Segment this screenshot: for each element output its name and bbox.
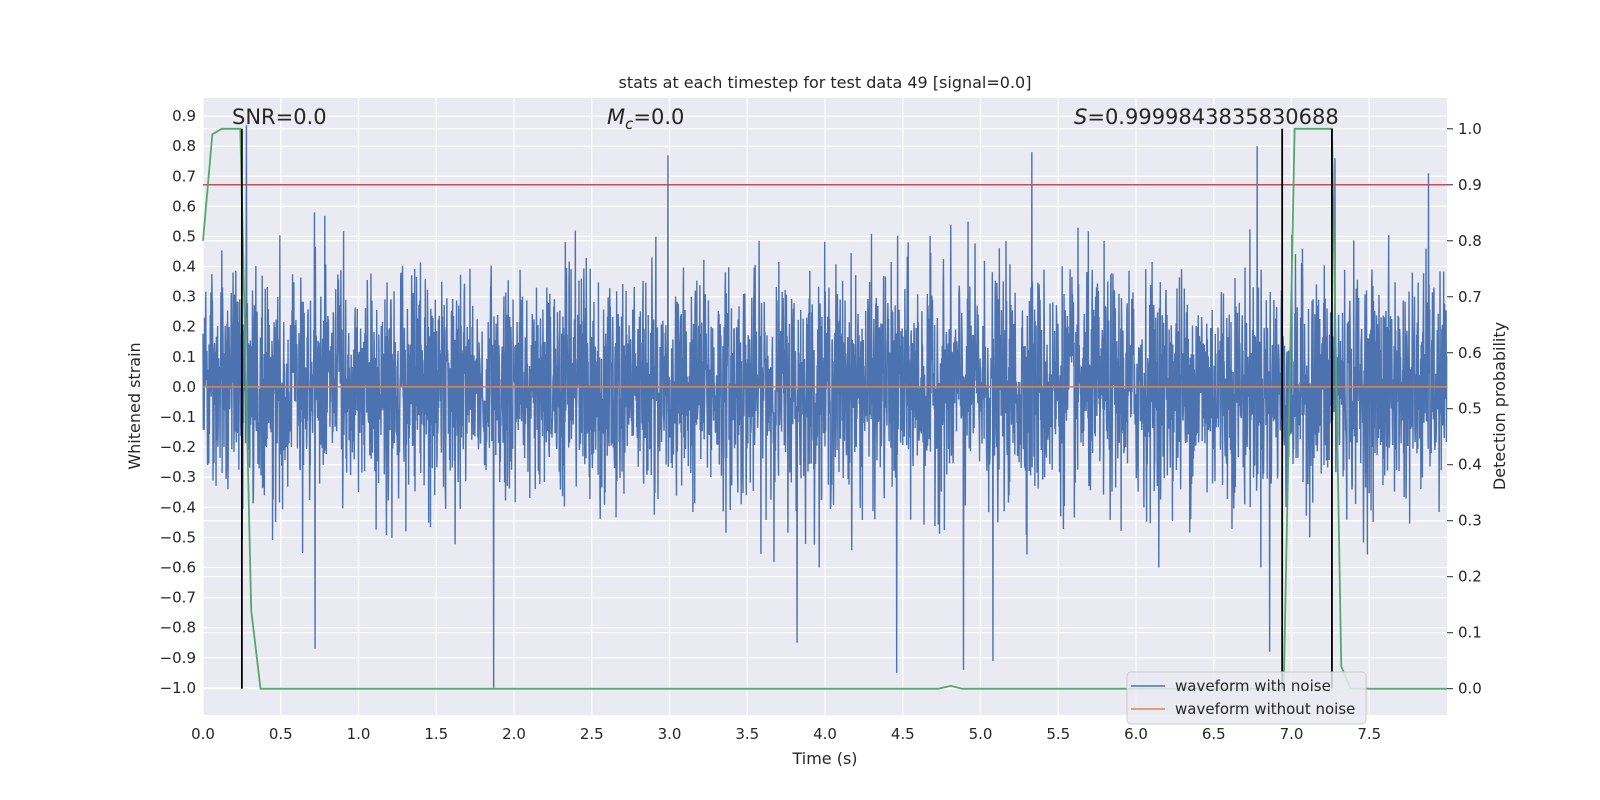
y2-tick-label: 0.0 (1458, 680, 1482, 698)
x-tick-label: 6.5 (1202, 725, 1226, 743)
x-tick-label: 1.0 (347, 725, 371, 743)
y2-tick-label: 0.2 (1458, 568, 1482, 586)
x-tick-label: 4.0 (813, 725, 837, 743)
x-tick-label: 6.0 (1124, 725, 1148, 743)
series-waveform-with-noise (202, 125, 1448, 688)
y-tick-label: 0.1 (172, 348, 196, 366)
y2-tick-label: 0.5 (1458, 400, 1482, 418)
x-tick-label: 5.5 (1046, 725, 1070, 743)
x-tick-label: 2.5 (580, 725, 604, 743)
y-tick-label: 0.4 (172, 258, 196, 276)
y-tick-label: 0.2 (172, 318, 196, 336)
y2-tick-label: 0.6 (1458, 344, 1482, 362)
chart-title: stats at each timestep for test data 49 … (619, 73, 1032, 92)
x-tick-label: 0.0 (191, 725, 215, 743)
left-axis-ticks: 0.9 0.8 0.7 0.6 0.5 0.4 0.3 0.2 0.1 0.0 −0.1 −0.2 −0… (160, 107, 196, 697)
x-tick-label: 4.5 (891, 725, 915, 743)
y-tick-label: −0.2 (160, 438, 196, 456)
y-tick-label: −0.6 (160, 559, 196, 577)
right-axis-ticks: 0.0 0.1 0.2 0.3 0.4 0.5 0.6 0.7 0.8 0.9 1.0 (1447, 120, 1482, 698)
legend-box (1126, 671, 1367, 725)
y2-tick-label: 0.3 (1458, 512, 1482, 530)
y2-tick-label: 0.1 (1458, 624, 1482, 642)
y-tick-label: 0.7 (172, 167, 196, 185)
y2-tick-label: 0.7 (1458, 288, 1482, 306)
s-annotation: S=0.9999843835830688 (1074, 105, 1339, 129)
series-lines (202, 127, 1447, 690)
x-axis-ticks: 0.0 0.5 1.0 1.5 2.0 2.5 3.0 3.5 4.0 4.5 5.0 5.5 6.0 6… (191, 725, 1381, 743)
y-tick-label: 0.0 (172, 378, 196, 396)
legend: waveform with noise waveform without noi… (1126, 671, 1367, 725)
y-tick-label: 0.9 (172, 107, 196, 125)
y2-tick-label: 1.0 (1458, 120, 1482, 138)
x-tick-label: 2.0 (502, 725, 526, 743)
x-tick-label: 3.0 (658, 725, 682, 743)
y-tick-label: −0.8 (160, 619, 196, 637)
x-tick-label: 5.0 (969, 725, 993, 743)
y-tick-label: 0.6 (172, 197, 196, 215)
x-tick-label: 3.5 (735, 725, 759, 743)
y2-tick-label: 0.4 (1458, 456, 1482, 474)
y-tick-label: −0.3 (160, 468, 196, 486)
y-tick-label: 0.3 (172, 288, 196, 306)
x-tick-label: 7.0 (1280, 725, 1304, 743)
noisy-waveform (202, 125, 1448, 688)
y-tick-label: −0.4 (160, 498, 196, 516)
y-tick-label: −0.1 (160, 408, 196, 426)
y-tick-label: −0.5 (160, 528, 196, 546)
y2-tick-label: 0.9 (1458, 176, 1482, 194)
mc-annotation: Mc=0.0 (607, 105, 684, 133)
series-detection-probability (202, 127, 1447, 690)
x-axis-label: Time (s) (791, 749, 857, 768)
y2-axis-label: Detection probability (1490, 322, 1509, 490)
y-tick-label: −0.7 (160, 589, 196, 607)
y-tick-label: 0.8 (172, 137, 196, 155)
x-tick-label: 0.5 (269, 725, 293, 743)
snr-annotation: SNR=0.0 (232, 105, 327, 129)
y-tick-label: 0.5 (172, 227, 196, 245)
y-tick-label: −1.0 (160, 679, 196, 697)
y-axis-label: Whitened strain (125, 342, 144, 469)
y-tick-label: −0.9 (160, 649, 196, 667)
x-tick-label: 7.5 (1357, 725, 1381, 743)
x-tick-label: 1.5 (424, 725, 448, 743)
legend-label-noise: waveform with noise (1175, 677, 1331, 695)
y2-tick-label: 0.8 (1458, 232, 1482, 250)
legend-label-clean: waveform without noise (1175, 700, 1355, 718)
